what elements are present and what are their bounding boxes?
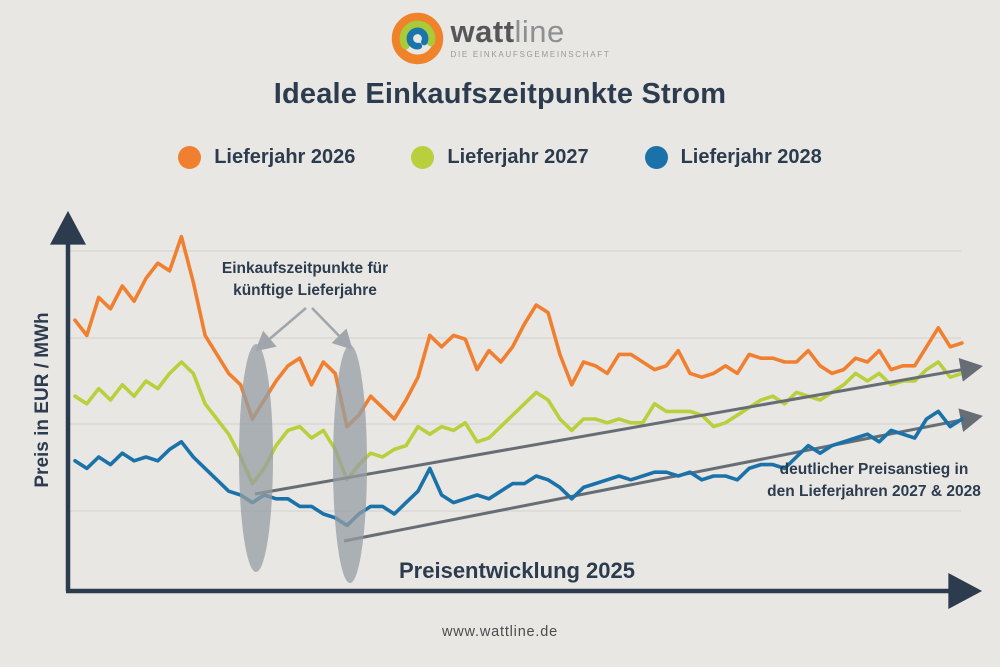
legend-dot-2028 [644, 146, 668, 169]
legend-dot-2027 [411, 146, 435, 169]
highlight-ellipse [333, 345, 367, 583]
wattline-logo-icon [391, 12, 443, 65]
series-line-lieferjahr-2028 [73, 409, 964, 528]
legend-dot-2026 [178, 146, 202, 169]
annotation-price-rise-line2: den Lieferjahren 2027 & 2028 [767, 483, 981, 500]
trend-arrow [254, 358, 983, 496]
legend-item-2027: Lieferjahr 2027 [411, 146, 589, 169]
annotation-buy-points: Einkaufszeitpunkte für künftige Lieferja… [222, 258, 388, 302]
series-lines-back [73, 234, 964, 486]
y-axis-label: Preis in EUR / MWh [32, 312, 53, 488]
callout-arrow [311, 307, 353, 350]
highlight-ellipse [239, 344, 273, 572]
annotation-price-rise-line1: deutlicher Preisanstieg in [779, 461, 969, 478]
x-axis-label: Preisentwicklung 2025 [399, 558, 635, 583]
series-line-lieferjahr-2027 [73, 360, 964, 486]
logo-word-light: line [514, 14, 565, 49]
logo-wordmark: wattline [450, 14, 611, 49]
legend-label-2026: Lieferjahr 2026 [214, 146, 356, 168]
series-lines-front [73, 409, 964, 528]
annotation-price-rise: deutlicher Preisanstieg in den Lieferjah… [767, 459, 981, 503]
website-url: www.wattline.de [442, 624, 558, 640]
logo-subtitle: DIE EINKAUFSGEMEINSCHAFT [450, 50, 611, 59]
legend-item-2028: Lieferjahr 2028 [644, 146, 822, 169]
logo-word-bold: watt [450, 14, 515, 49]
page-title: Ideale Einkaufszeitpunkte Strom [273, 78, 727, 110]
highlight-ellipses [239, 344, 367, 583]
wattline-logo: wattline DIE EINKAUFSGEMEINSCHAFT [0, 11, 1000, 66]
series-line-lieferjahr-2026 [73, 234, 964, 429]
legend: Lieferjahr 2026 Lieferjahr 2027 Lieferja… [0, 146, 1000, 169]
callout-arrows [255, 307, 353, 352]
annotation-buy-points-line2: künftige Lieferjahre [233, 282, 377, 299]
legend-label-2028: Lieferjahr 2028 [680, 146, 822, 168]
legend-label-2027: Lieferjahr 2027 [447, 146, 589, 168]
legend-item-2026: Lieferjahr 2026 [178, 146, 355, 169]
annotation-buy-points-line1: Einkaufszeitpunkte für [221, 260, 389, 277]
gridlines [68, 250, 961, 512]
callout-arrow [255, 307, 307, 352]
